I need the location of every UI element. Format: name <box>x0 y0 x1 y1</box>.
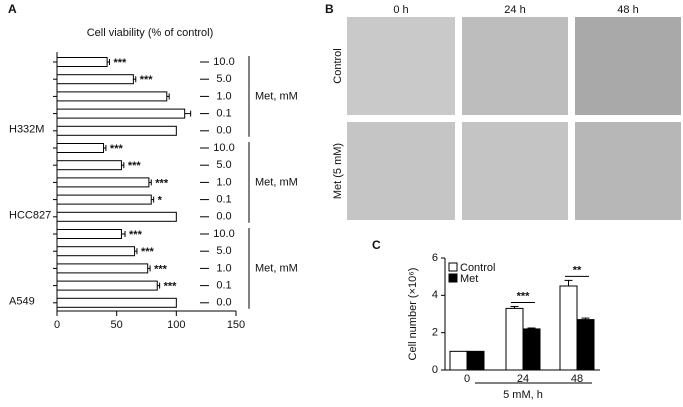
significance: *** <box>129 229 143 241</box>
y-tick-label: 2 <box>432 327 438 339</box>
group-label: A549 <box>9 296 35 308</box>
bar <box>56 229 122 239</box>
panel-letter: C <box>372 238 381 252</box>
legend-swatch <box>448 262 458 272</box>
column-label: 0 h <box>393 4 408 16</box>
bar <box>56 160 122 171</box>
significance: *** <box>141 246 155 258</box>
group-label: H332M <box>9 124 44 136</box>
x-tick-label: 24 <box>517 373 529 385</box>
group-label: HCC827 <box>9 210 51 222</box>
bar <box>56 280 158 291</box>
bar <box>56 143 105 153</box>
legend-label: Met <box>460 273 478 285</box>
bar <box>449 350 468 371</box>
y-tick-label: 6 <box>432 252 438 264</box>
chart-title: Cell viability (% of control) <box>87 27 214 39</box>
y-axis-label: Cell number (×10⁶) <box>407 268 419 361</box>
treatment-label: Met, mM <box>255 176 298 188</box>
panel-letter: B <box>325 2 334 16</box>
bar <box>576 319 595 371</box>
significance: *** <box>140 74 154 86</box>
significance: *** <box>128 160 142 172</box>
dose-label: 0.1 <box>216 108 231 120</box>
legend-swatch <box>448 273 458 283</box>
dose-label: 5.0 <box>216 73 231 85</box>
x-axis-label: 5 mM, h <box>503 389 543 401</box>
bar <box>56 125 177 136</box>
dose-label: 1.0 <box>216 90 231 102</box>
column-label: 24 h <box>504 4 525 16</box>
significance: *** <box>164 281 178 293</box>
treatment-label: Met, mM <box>255 262 298 274</box>
dose-label: 1.0 <box>216 262 231 274</box>
x-tick-label: 50 <box>111 319 123 331</box>
bar <box>56 57 108 67</box>
dose-label: 5.0 <box>216 245 231 257</box>
bar <box>56 108 186 119</box>
significance: *** <box>517 290 531 302</box>
bar <box>56 194 152 205</box>
significance: ** <box>573 264 582 276</box>
bar <box>56 246 136 257</box>
bar <box>56 211 177 222</box>
column-label: 48 h <box>617 4 638 16</box>
bar <box>56 91 168 102</box>
dose-label: 10.0 <box>213 228 234 240</box>
row-label: Met (5 mM) <box>332 143 344 199</box>
dose-label: 0.0 <box>216 211 231 223</box>
significance: * <box>158 195 163 207</box>
dose-label: 5.0 <box>216 159 231 171</box>
bar <box>505 307 524 371</box>
x-tick-label: 48 <box>571 373 583 385</box>
treatment-label: Met, mM <box>255 90 298 102</box>
dose-label: 1.0 <box>216 176 231 188</box>
bar <box>559 285 578 371</box>
x-tick-label: 100 <box>167 319 185 331</box>
significance: *** <box>114 57 128 69</box>
bar <box>56 177 150 188</box>
x-tick-label: 150 <box>227 319 245 331</box>
bar <box>466 350 485 371</box>
significance: *** <box>154 263 168 275</box>
micrographs <box>347 17 681 220</box>
legend-label: Control <box>460 262 495 274</box>
bar <box>56 263 149 274</box>
y-tick-label: 0 <box>432 364 438 376</box>
bar <box>56 74 134 85</box>
significance: *** <box>155 177 169 189</box>
dose-label: 0.0 <box>216 125 231 137</box>
dose-label: 0.0 <box>216 297 231 309</box>
dose-label: 10.0 <box>213 142 234 154</box>
dose-label: 0.1 <box>216 280 231 292</box>
bar <box>522 328 541 371</box>
row-label: Control <box>332 48 344 83</box>
x-tick-label: 0 <box>54 319 60 331</box>
x-tick-label: 0 <box>464 373 470 385</box>
y-tick-label: 4 <box>432 289 438 301</box>
dose-label: 10.0 <box>213 56 234 68</box>
dose-label: 0.1 <box>216 194 231 206</box>
significance: *** <box>110 143 124 155</box>
bar <box>56 297 177 308</box>
panel-letter: A <box>8 2 17 16</box>
